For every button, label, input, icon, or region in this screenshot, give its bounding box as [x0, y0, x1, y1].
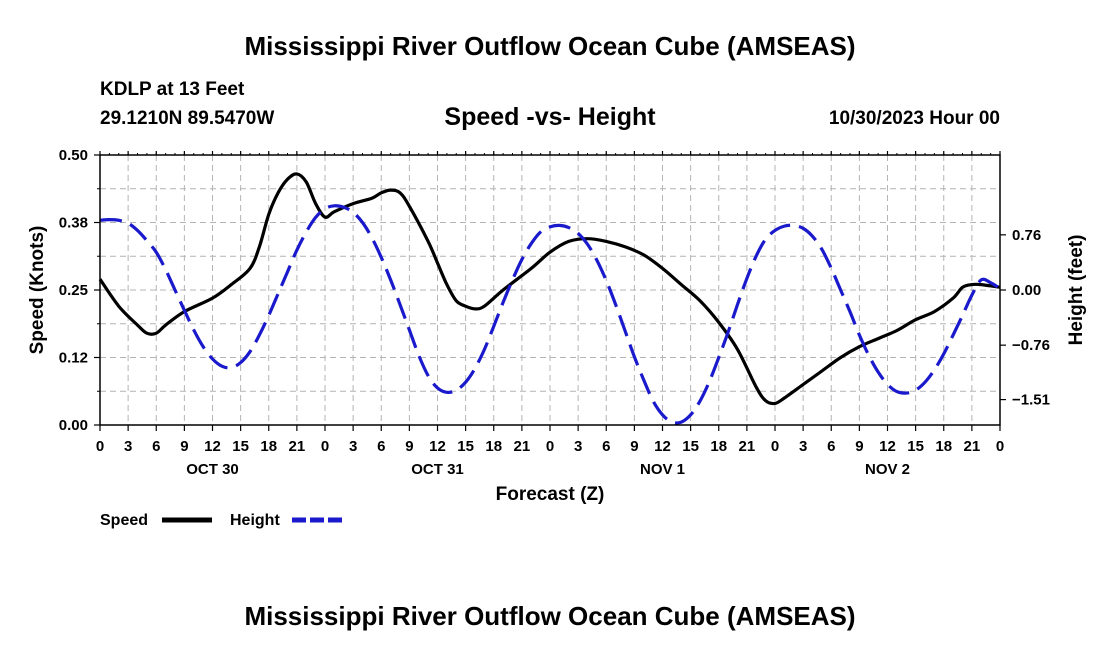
x-tick-label: 18 [260, 438, 277, 455]
footer-title: Mississippi River Outflow Ocean Cube (AM… [244, 601, 855, 631]
y-right-tick-label: −0.76 [1012, 337, 1050, 354]
station-label: KDLP at 13 Feet [100, 79, 245, 100]
x-tick-label: 3 [124, 438, 132, 455]
datetime-label: 10/30/2023 Hour 00 [829, 108, 1000, 129]
y-right-tick-label: 0.76 [1012, 227, 1041, 244]
x-tick-label: 3 [349, 438, 357, 455]
y-left-tick-label: 0.50 [59, 147, 88, 164]
x-tick-label: 12 [429, 438, 446, 455]
x-tick-label: 0 [996, 438, 1004, 455]
x-tick-label: 0 [771, 438, 779, 455]
legend-speed-label: Speed [100, 512, 148, 529]
grid-lines [100, 155, 1000, 425]
x-tick-label: 6 [152, 438, 160, 455]
x-tick-label: 9 [180, 438, 188, 455]
x-tick-label: 6 [377, 438, 385, 455]
x-tick-label: 18 [935, 438, 952, 455]
x-tick-label: 21 [514, 438, 531, 455]
x-tick-label: 21 [289, 438, 306, 455]
x-tick-label: 9 [630, 438, 638, 455]
x-tick-label: 0 [546, 438, 554, 455]
x-tick-label: 15 [232, 438, 249, 455]
chart-title: Speed -vs- Height [444, 103, 656, 131]
x-tick-label: 6 [827, 438, 835, 455]
y-left-tick-label: 0.38 [59, 215, 88, 232]
x-tick-label: 12 [654, 438, 671, 455]
y-right-tick-label: 0.00 [1012, 282, 1041, 299]
day-label: NOV 1 [640, 461, 685, 478]
day-label: OCT 30 [186, 461, 239, 478]
y-left-tick-label: 0.25 [59, 282, 88, 299]
x-tick-label: 3 [799, 438, 807, 455]
series-layer [98, 172, 1001, 425]
main-title: Mississippi River Outflow Ocean Cube (AM… [244, 31, 855, 61]
series-line-height [99, 204, 1001, 425]
legend: Speed Height [100, 512, 342, 529]
x-tick-label: 0 [321, 438, 329, 455]
x-tick-label: 12 [879, 438, 896, 455]
x-tick-label: 21 [739, 438, 756, 455]
location-label: 29.1210N 89.5470W [100, 108, 274, 129]
x-tick-label: 3 [574, 438, 582, 455]
x-tick-label: 0 [96, 438, 104, 455]
y-right-tick-label: −1.51 [1012, 392, 1050, 409]
series-line-speed [98, 172, 1001, 406]
x-tick-label: 15 [457, 438, 474, 455]
x-tick-label: 15 [682, 438, 699, 455]
x-tick-label: 18 [485, 438, 502, 455]
y-left-tick-label: 0.12 [59, 350, 88, 367]
x-tick-label: 6 [602, 438, 610, 455]
y-axis-left-label: Speed (Knots) [27, 226, 48, 355]
x-axis-label: Forecast (Z) [496, 484, 605, 505]
x-tick-label: 12 [204, 438, 221, 455]
x-tick-label: 15 [907, 438, 924, 455]
y-left-tick-label: 0.00 [59, 417, 88, 434]
day-label: OCT 31 [411, 461, 464, 478]
day-label: NOV 2 [865, 461, 910, 478]
x-tick-label: 21 [964, 438, 981, 455]
axes: 0 3 6 9 12 15 18 21 0 3 6 9 12 15 18 21 0 3 6 9 12 15 18 21 0 3 6 9… [59, 147, 1050, 478]
x-tick-label: 9 [855, 438, 863, 455]
x-tick-label: 18 [710, 438, 727, 455]
x-tick-label: 9 [405, 438, 413, 455]
legend-height-label: Height [230, 512, 280, 529]
y-axis-right-label: Height (feet) [1066, 235, 1087, 346]
